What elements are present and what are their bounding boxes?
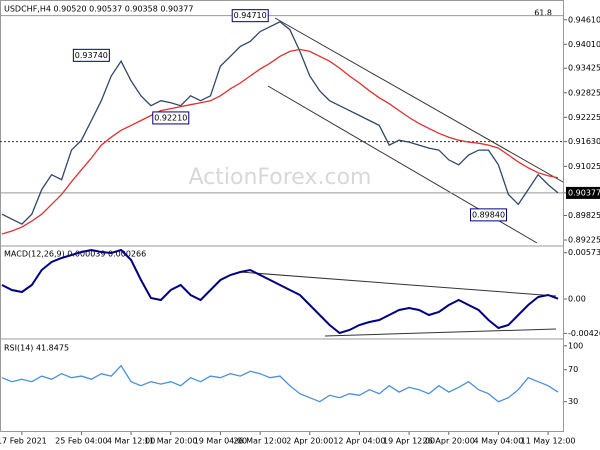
x-tick-label: 4 May 04:00 [474, 437, 524, 446]
macd-trendline [239, 271, 557, 297]
y-tick-label: 0.93425 [568, 64, 600, 73]
annotation-box [152, 111, 190, 125]
y-tick-label: 70 [568, 365, 578, 374]
annotation-label: 0.94710 [234, 11, 267, 20]
x-tick-label: 25 Feb 04:00 [55, 437, 107, 446]
y-tick-label: 0.91025 [568, 162, 600, 171]
fib-label: 61.8 [534, 9, 552, 18]
y-tick-label: 0.92225 [568, 113, 600, 122]
y-tick-label: 30 [568, 397, 578, 406]
x-tick-label: 26 Apr 20:00 [423, 437, 475, 446]
y-tick-label: 0.90377 [568, 188, 600, 197]
panel-title: USDCHF,H4 0.90520 0.90537 0.90358 0.9037… [4, 5, 193, 14]
annotation-label: 0.92210 [154, 113, 187, 122]
y-tick-label: 0.92825 [568, 88, 600, 97]
current-price-box [566, 186, 600, 199]
y-tick-label: 0.94610 [568, 15, 600, 24]
series-line [1, 364, 559, 403]
annotation-box [231, 9, 269, 23]
x-tick-label: 11 May 12:00 [521, 437, 576, 446]
annotation-box [470, 208, 507, 222]
x-tick-label: 4 Mar 12:00 [107, 437, 155, 446]
x-tick-label: 12 Apr 04:00 [333, 437, 385, 446]
x-tick-label: 19 Mar 04:00 [194, 437, 247, 446]
y-tick-label: 0.89225 [568, 236, 600, 245]
annotation-label: 0.89840 [472, 210, 505, 219]
y-tick-label: 0.94010 [568, 40, 600, 49]
panel-title: RSI(14) 41.8475 [4, 344, 69, 353]
watermark: ActionForex.com [189, 165, 372, 190]
y-tick-label: 0.89825 [568, 211, 600, 220]
x-tick-label: 2 Apr 20:00 [286, 437, 333, 446]
series-line [1, 248, 559, 335]
annotation-label: 0.93740 [75, 51, 108, 60]
annotation-box [72, 48, 110, 62]
x-tick-label: 19 Apr 12:00 [383, 437, 435, 446]
y-tick-label: 0.91630 [568, 137, 600, 146]
frame [0, 0, 564, 432]
series-line [1, 21, 559, 225]
x-tick-label: 11 Mar 20:00 [144, 437, 197, 446]
macd-trendline [324, 328, 557, 337]
series-line [1, 48, 559, 235]
y-tick-label: 0.00 [568, 295, 586, 304]
x-tick-label: 17 Feb 2021 [0, 437, 47, 446]
y-tick-label: -0.004261 [568, 329, 600, 338]
channel-upper [274, 17, 564, 183]
x-tick-label: 26 Mar 12:00 [233, 437, 286, 446]
y-tick-label: 100 [568, 341, 583, 350]
y-tick-label: 0.005739 [568, 248, 600, 257]
